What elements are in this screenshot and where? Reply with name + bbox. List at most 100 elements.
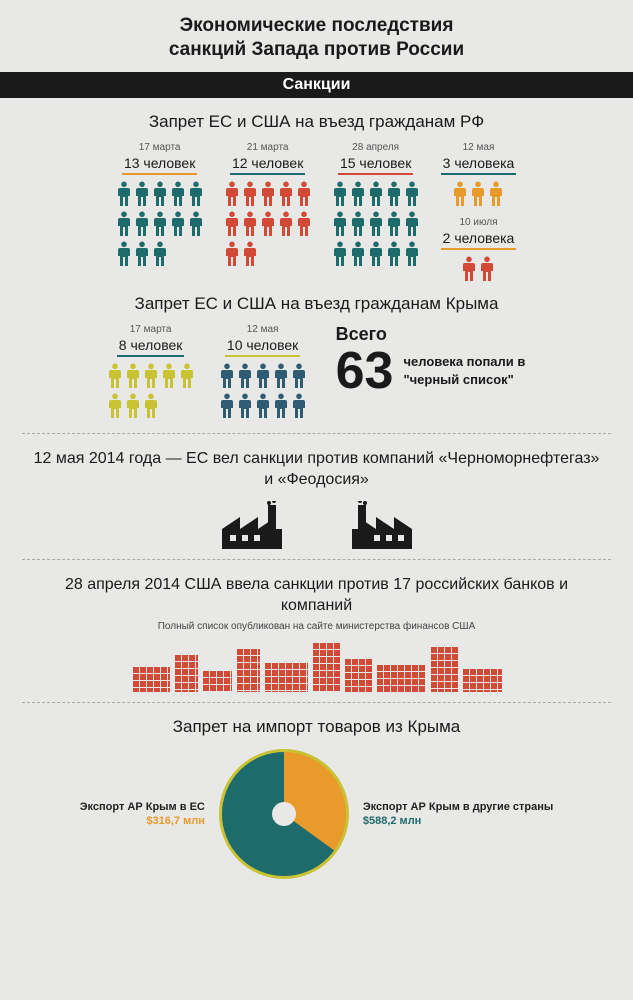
pie-center [272, 802, 296, 826]
person-icon [153, 181, 167, 207]
person-icon [220, 393, 234, 419]
group-date: 17 марта [130, 324, 172, 335]
person-icon [369, 211, 383, 237]
person-icon [369, 241, 383, 267]
person-icon [351, 241, 365, 267]
building-icon [312, 642, 340, 692]
infographic-root: Экономические последствия санкций Запада… [0, 0, 633, 899]
person-icon [471, 181, 485, 207]
pictogram-grid [333, 181, 419, 267]
section3-text: 12 мая 2014 года — ЕС вел санкции против… [22, 448, 611, 491]
building-icon [376, 664, 426, 692]
person-icon [108, 393, 122, 419]
person-icon [261, 211, 275, 237]
person-icon [225, 211, 239, 237]
person-icon [135, 241, 149, 267]
person-icon [171, 181, 185, 207]
person-icon [153, 241, 167, 267]
building-icon [430, 646, 458, 692]
building-icon [344, 658, 372, 692]
person-icon [117, 181, 131, 207]
person-icon [238, 393, 252, 419]
building-icon [174, 654, 198, 692]
person-icon [243, 211, 257, 237]
person-icon [387, 181, 401, 207]
people-group: 12 мая3 человека [441, 142, 517, 207]
people-group: 17 марта13 человек [117, 142, 203, 282]
person-icon [117, 241, 131, 267]
section2-row: 17 марта8 человек12 мая10 человек Всего … [22, 324, 611, 419]
building-icon [264, 662, 308, 692]
right-stack: 12 мая3 человека 10 июля2 человека [441, 142, 517, 282]
pictogram-grid [453, 181, 503, 207]
person-icon [126, 393, 140, 419]
building-icon [462, 668, 502, 692]
pictogram-grid [225, 181, 311, 267]
people-group: 17 марта8 человек [108, 324, 194, 419]
title-line1: Экономические последствия [180, 15, 454, 36]
group-date: 17 марта [139, 142, 181, 153]
person-icon [480, 256, 494, 282]
person-icon [333, 181, 347, 207]
pie-legend-right: Экспорт АР Крым в другие страны $588,2 м… [363, 800, 553, 829]
title-line2: санкций Запада против России [169, 39, 464, 60]
person-icon [144, 393, 158, 419]
group-label: 12 человек [230, 155, 305, 175]
person-icon [135, 211, 149, 237]
total-text: человека попали в "черный список" [403, 353, 525, 388]
person-icon [243, 241, 257, 267]
person-icon [126, 363, 140, 389]
person-icon [462, 256, 476, 282]
person-icon [292, 363, 306, 389]
person-icon [144, 363, 158, 389]
building-icon [236, 648, 260, 692]
person-icon [333, 211, 347, 237]
person-icon [297, 181, 311, 207]
person-icon [297, 211, 311, 237]
separator [22, 433, 611, 434]
person-icon [387, 241, 401, 267]
person-icon [256, 393, 270, 419]
pie-chart [219, 749, 349, 879]
section2-heading: Запрет ЕС и США на въезд гражданам Крыма [22, 294, 611, 314]
pictogram-grid [220, 363, 306, 419]
section1-heading: Запрет ЕС и США на въезд гражданам РФ [22, 112, 611, 132]
buildings-row [22, 642, 611, 692]
person-icon [489, 181, 503, 207]
factories-row [22, 501, 611, 549]
person-icon [351, 211, 365, 237]
pie-wrap: Экспорт АР Крым в ЕС $316,7 млн Экспорт … [22, 749, 611, 879]
section1-groups: 17 марта13 человек 21 марта12 человек 28 а… [22, 142, 611, 282]
section4-text: 28 апреля 2014 США ввела санкции против … [22, 574, 611, 617]
people-group: 10 июля2 человека [441, 217, 517, 282]
person-icon [405, 241, 419, 267]
person-icon [369, 181, 383, 207]
total-block: Всего 63 человека попали в "черный списо… [336, 324, 526, 397]
person-icon [220, 363, 234, 389]
person-icon [135, 181, 149, 207]
person-icon [405, 211, 419, 237]
group-date: 10 июля [459, 217, 497, 228]
person-icon [162, 363, 176, 389]
factory-icon [222, 501, 282, 549]
section4-caption: Полный список опубликован на сайте минис… [22, 621, 611, 632]
pictogram-grid [108, 363, 194, 419]
person-icon [153, 211, 167, 237]
person-icon [333, 241, 347, 267]
person-icon [108, 363, 122, 389]
people-group: 21 марта12 человек [225, 142, 311, 282]
factory-icon [352, 501, 412, 549]
person-icon [351, 181, 365, 207]
group-date: 28 апреля [352, 142, 399, 153]
building-icon [132, 666, 170, 692]
person-icon [274, 393, 288, 419]
person-icon [243, 181, 257, 207]
person-icon [453, 181, 467, 207]
pictogram-grid [462, 256, 494, 282]
pie-legend-left: Экспорт АР Крым в ЕС $316,7 млн [80, 800, 205, 829]
group-label: 15 человек [338, 155, 413, 175]
group-label: 10 человек [225, 337, 300, 357]
person-icon [256, 363, 270, 389]
person-icon [405, 181, 419, 207]
group-date: 12 мая [463, 142, 495, 153]
